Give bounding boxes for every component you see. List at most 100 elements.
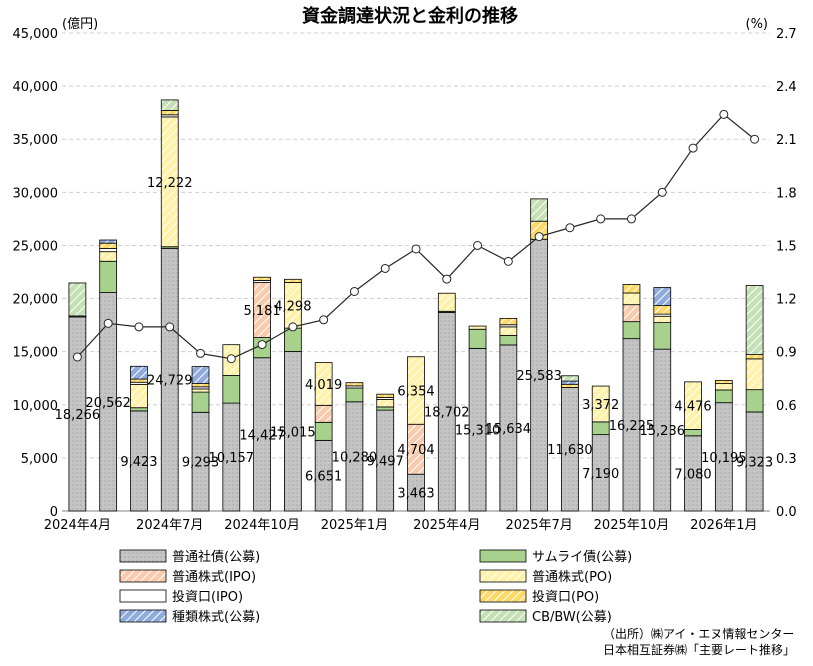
bar-segment bbox=[499, 326, 518, 336]
bar-segment bbox=[714, 383, 733, 391]
left-tick-label: 10,000 bbox=[13, 399, 59, 414]
right-tick-label: 1.5 bbox=[776, 239, 797, 254]
data-label: 18,702 bbox=[424, 406, 470, 421]
data-label: 10,195 bbox=[701, 451, 747, 466]
rate-point bbox=[226, 354, 236, 364]
bar-segment bbox=[468, 328, 487, 349]
legend-label: 普通株式(PO) bbox=[532, 570, 612, 585]
bar-segment bbox=[345, 387, 364, 403]
left-tick-label: 25,000 bbox=[13, 239, 59, 254]
rate-point bbox=[165, 322, 175, 332]
gridlines bbox=[62, 32, 770, 512]
rate-line-path bbox=[76, 113, 755, 360]
data-label: 10,157 bbox=[209, 451, 255, 466]
legend-label: サムライ債(公募) bbox=[532, 550, 632, 565]
rate-point bbox=[688, 143, 698, 153]
legend-label: 普通株式(IPO) bbox=[172, 570, 256, 585]
bar-segment bbox=[376, 393, 395, 398]
left-tick-label: 5,000 bbox=[21, 452, 58, 467]
bar-segment bbox=[99, 239, 118, 244]
data-label: 9,293 bbox=[182, 456, 219, 471]
bar-segment bbox=[130, 365, 148, 380]
bar-segment bbox=[591, 385, 610, 423]
bar-segment bbox=[499, 317, 518, 326]
bar-segment bbox=[160, 99, 179, 111]
rate-point bbox=[750, 134, 760, 144]
rate-point bbox=[134, 322, 144, 332]
data-label: 9,323 bbox=[736, 455, 773, 470]
bar-segment bbox=[437, 292, 456, 312]
bar-segment bbox=[530, 198, 548, 222]
left-tick-label: 0 bbox=[50, 505, 58, 520]
bar-segment bbox=[745, 389, 764, 413]
data-label: 11,630 bbox=[547, 443, 593, 458]
bar-segment bbox=[191, 366, 210, 385]
data-label: 24,729 bbox=[147, 374, 193, 389]
rate-point bbox=[349, 286, 359, 296]
bar-segment bbox=[622, 292, 641, 306]
data-label: 15,015 bbox=[270, 425, 316, 440]
legend-label: 種類株式(公募) bbox=[172, 609, 260, 625]
rate-point bbox=[257, 340, 267, 350]
data-label: 4,019 bbox=[305, 378, 342, 393]
bar-segment bbox=[561, 380, 579, 385]
rate-point bbox=[319, 315, 329, 325]
source-line-2: 日本相互証券㈱「主要レート推移」 bbox=[602, 643, 795, 657]
bar-segment bbox=[314, 362, 333, 406]
bar-segment bbox=[253, 276, 271, 281]
bar-segment bbox=[622, 284, 641, 294]
data-label: 20,562 bbox=[85, 396, 131, 411]
bar-segment bbox=[684, 429, 702, 437]
bar-segment bbox=[684, 381, 702, 430]
data-label: 5,181 bbox=[243, 304, 280, 319]
source-line-1: （出所）㈱アイ・エヌ情報センター bbox=[602, 627, 795, 641]
x-tick-label: 2025年7月 bbox=[505, 518, 572, 533]
left-tick-label: 35,000 bbox=[13, 133, 59, 148]
data-label: 15,236 bbox=[640, 424, 686, 439]
data-label: 15,634 bbox=[486, 422, 532, 437]
bar-segment bbox=[191, 388, 210, 393]
legend-swatch bbox=[479, 589, 527, 603]
bar-segment bbox=[622, 304, 641, 323]
bar-segment bbox=[376, 399, 395, 408]
bar-segment bbox=[314, 421, 333, 441]
x-tick-label: 2026年1月 bbox=[690, 518, 757, 533]
rate-point bbox=[380, 263, 390, 273]
chart-title: 資金調達状況と金利の推移 bbox=[302, 5, 518, 27]
rate-point bbox=[534, 232, 544, 242]
right-tick-label: 0.3 bbox=[776, 452, 797, 467]
right-tick-label: 0.6 bbox=[776, 399, 797, 414]
bar-segment bbox=[714, 389, 733, 404]
data-label: 6,354 bbox=[397, 385, 434, 400]
x-tick-label: 2024年10月 bbox=[224, 518, 300, 533]
rate-point bbox=[411, 244, 421, 254]
data-label: 14,427 bbox=[239, 428, 285, 443]
right-axis-unit: (%) bbox=[746, 17, 769, 32]
data-label: 9,423 bbox=[120, 455, 157, 470]
bar-segment bbox=[284, 278, 302, 283]
bar-segment bbox=[99, 260, 118, 293]
right-tick-label: 0.0 bbox=[776, 505, 797, 520]
rate-point bbox=[442, 274, 452, 284]
x-axis: 2024年4月 2024年7月 2024年10月 2025年1月 2025年4月 2025… bbox=[44, 518, 758, 533]
data-label: 18,266 bbox=[55, 408, 101, 423]
bar-segment bbox=[314, 404, 333, 423]
left-tick-label: 20,000 bbox=[13, 293, 59, 308]
data-label: 7,080 bbox=[674, 467, 711, 482]
rate-line bbox=[72, 109, 760, 364]
rate-point bbox=[503, 256, 513, 266]
data-label: 4,704 bbox=[397, 443, 434, 458]
data-label: 12,222 bbox=[147, 176, 193, 191]
bar-segment bbox=[407, 356, 425, 425]
source-note: （出所）㈱アイ・エヌ情報センター 日本相互証券㈱「主要レート推移」 bbox=[603, 626, 795, 658]
legend-label: 投資口(IPO) bbox=[172, 589, 243, 605]
x-tick-label: 2025年10月 bbox=[594, 518, 670, 533]
bar-segment bbox=[130, 378, 148, 383]
bar-segment bbox=[745, 285, 764, 356]
bar-segment bbox=[622, 321, 641, 340]
rate-point bbox=[103, 318, 113, 328]
rate-point bbox=[288, 322, 298, 332]
bar-segment bbox=[561, 375, 579, 382]
legend: 普通社債(公募) サムライ債(公募) 普通株式(IPO) 普通株式(PO) 投資口(IP… bbox=[119, 549, 632, 625]
